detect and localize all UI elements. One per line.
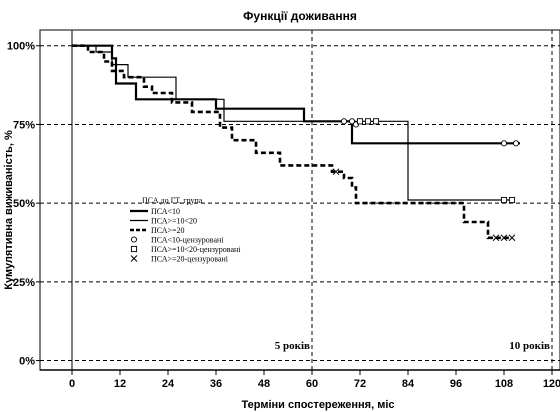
legend-entry: ПСА>=20	[151, 226, 185, 235]
censor-mark-2	[356, 118, 364, 125]
x-tick-label: 120	[543, 378, 560, 390]
censor-mark-3	[492, 234, 500, 242]
censor-mark-1	[500, 140, 508, 147]
x-tick-label: 60	[306, 378, 318, 390]
x-tick-label: 0	[69, 378, 75, 390]
grid-lines	[40, 30, 560, 370]
legend-entry: ПСА>=10<20	[151, 217, 197, 226]
legend-title: ПСА до ГТ, група	[142, 196, 203, 205]
legend-swatch-marker	[130, 245, 138, 253]
series-line-3	[72, 44, 512, 240]
annotation-2: 10 років	[509, 340, 550, 352]
x-tick-label: 12	[114, 378, 126, 390]
censor-mark-1	[512, 140, 520, 147]
y-tick-label: 50%	[13, 198, 35, 210]
x-axis-label: Терміни спостереження, міс	[241, 399, 394, 411]
legend-swatch-marker	[130, 255, 138, 262]
censor-mark-3	[500, 234, 508, 242]
y-tick-label: 75%	[13, 119, 35, 131]
legend: ПСА до ГТ, групаПСА<10ПСА>=10<20ПСА>=20П…	[130, 196, 241, 264]
y-tick-labels: 0% 25% 50% 75% 100%	[7, 41, 40, 368]
censor-mark-3	[332, 168, 340, 176]
y-axis-label: Кумулятивна виживаність, %	[3, 130, 15, 290]
x-tick-label: 108	[495, 378, 513, 390]
censor-mark-2	[500, 196, 508, 204]
censor-mark-2	[364, 118, 372, 125]
series-line-1	[72, 44, 520, 145]
chart-title: Функції доживання	[243, 9, 357, 23]
x-tick-label: 84	[402, 378, 415, 390]
annotations: 5 років 10 років	[275, 340, 550, 352]
legend-entry: ПСА<10	[151, 207, 180, 216]
series-layer	[72, 44, 520, 240]
censor-mark-2	[372, 118, 380, 125]
y-tick-label: 25%	[13, 277, 35, 289]
legend-entry: ПСА>=20-цензуровані	[151, 255, 229, 264]
censor-mark-1	[340, 118, 348, 125]
legend-swatch-marker	[130, 236, 138, 243]
legend-entry: ПСА>=10<20-цензуровані	[151, 245, 241, 254]
x-tick-label: 48	[258, 378, 270, 390]
series-line-2	[72, 45, 512, 201]
x-tick-label: 72	[354, 378, 366, 390]
censor-mark-1	[348, 118, 356, 125]
plot-frame	[39, 29, 560, 371]
censor-marks	[332, 118, 520, 242]
x-tick-labels: 0 12 24 36 48 60 72 84 96 108 120	[69, 370, 560, 390]
x-tick-label: 24	[162, 378, 175, 390]
x-tick-label: 96	[450, 378, 462, 390]
annotation-1: 5 років	[275, 340, 310, 352]
y-tick-label: 0%	[19, 356, 35, 368]
censor-mark-2	[508, 196, 516, 204]
censor-mark-3	[508, 234, 516, 242]
y-tick-label: 100%	[7, 41, 35, 53]
legend-entry: ПСА<10-цензуровані	[151, 236, 224, 245]
x-tick-label: 36	[210, 378, 222, 390]
